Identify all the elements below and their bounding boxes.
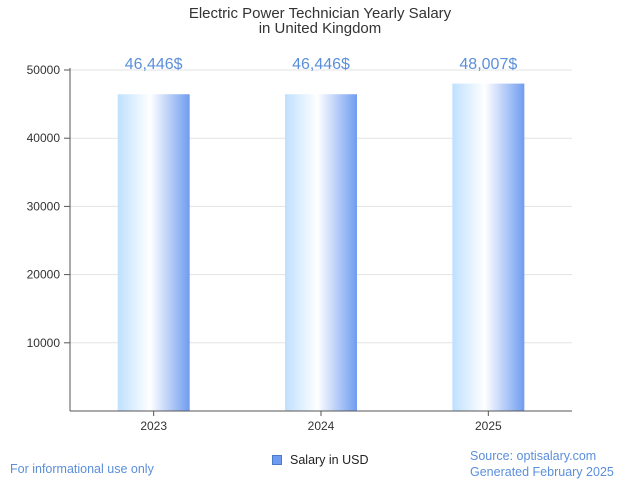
y-tick-label: 50000 [27, 63, 61, 77]
bar-2024 [285, 94, 357, 411]
disclaimer-text: For informational use only [10, 462, 154, 476]
x-tick-label: 2025 [475, 419, 502, 433]
chart-title-line-1: Electric Power Technician Yearly Salary [189, 5, 452, 22]
chart-title-line-2: in United Kingdom [259, 20, 382, 37]
y-tick-label: 40000 [27, 131, 61, 145]
y-tick-label: 10000 [27, 336, 61, 350]
bar-2025 [452, 83, 525, 412]
y-tick-label: 30000 [27, 199, 61, 213]
legend: Salary in USD [272, 453, 369, 467]
legend-label: Salary in USD [290, 453, 369, 467]
x-tick-label: 2023 [140, 419, 167, 433]
axes: 10000 20000 30000 40000 50000 2023 2024 2025 [27, 63, 572, 433]
data-label: 48,007$ [459, 56, 517, 73]
generated-text: Generated February 2025 [470, 465, 614, 479]
bars: 46,446$ 46,446$ 48,007$ [117, 56, 525, 412]
x-tick-label: 2024 [308, 419, 335, 433]
data-label: 46,446$ [292, 56, 350, 73]
data-label: 46,446$ [125, 56, 183, 73]
source-text: Source: optisalary.com [470, 449, 597, 463]
y-tick-label: 20000 [27, 268, 61, 282]
bar-2023 [117, 94, 190, 411]
legend-swatch [272, 455, 282, 465]
source-info: Source: optisalary.com Generated Februar… [470, 448, 614, 480]
